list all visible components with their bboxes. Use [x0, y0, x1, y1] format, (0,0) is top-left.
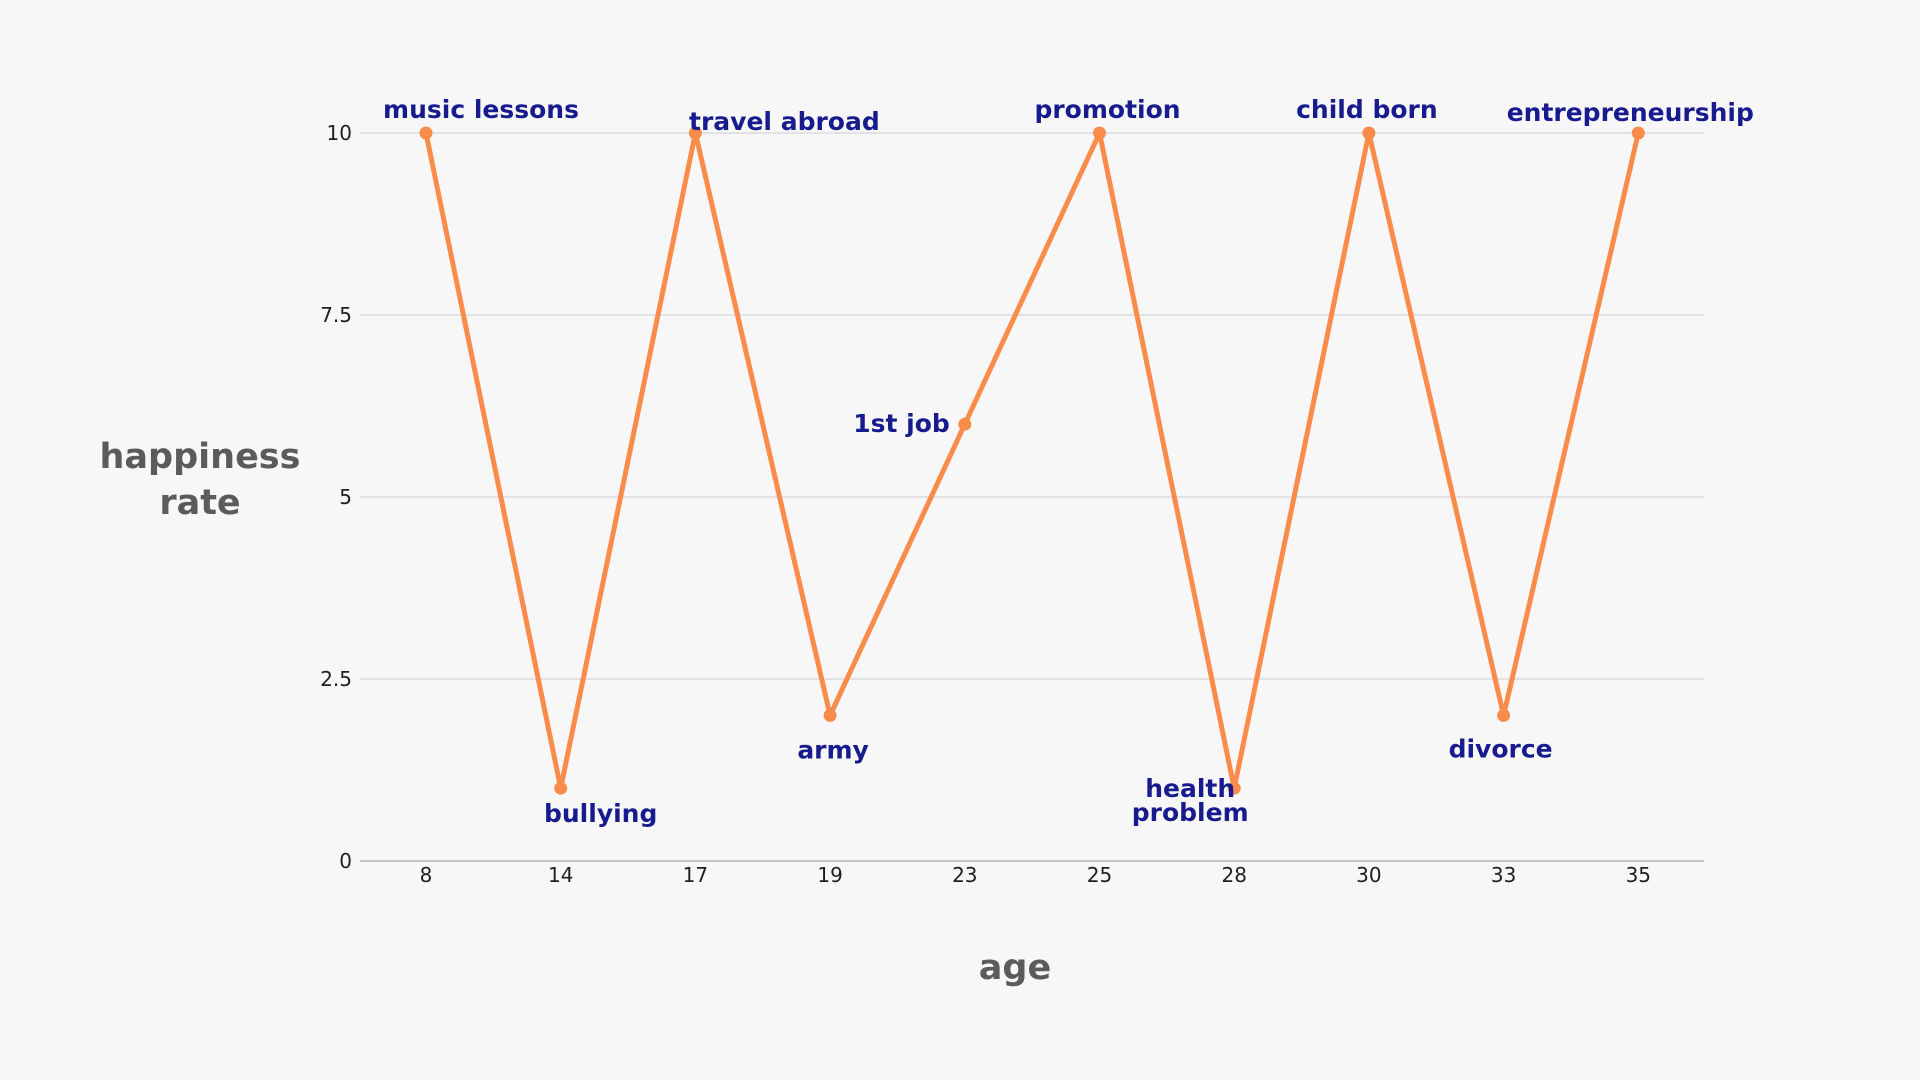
- data-line: [423, 130, 1641, 791]
- y-tick-label: 5: [339, 485, 352, 509]
- x-tick-label: 23: [952, 863, 977, 887]
- point-label: divorce: [1449, 734, 1553, 763]
- data-point[interactable]: [554, 781, 568, 795]
- y-tick-label: 0: [339, 849, 352, 873]
- y-tick-label: 7.5: [320, 303, 352, 327]
- point-label: entrepreneurship: [1507, 98, 1754, 127]
- data-point[interactable]: [1227, 781, 1241, 795]
- x-tick-label: 8: [420, 863, 433, 887]
- point-label: child born: [1296, 95, 1438, 124]
- x-tick-label: 35: [1626, 863, 1651, 887]
- point-label: army: [797, 735, 869, 764]
- x-tick-label: 25: [1087, 863, 1112, 887]
- point-label: health problem: [1132, 774, 1249, 827]
- point-label: 1st job: [853, 409, 950, 438]
- y-axis-title: happiness rate: [99, 437, 301, 523]
- y-tick-label: 2.5: [320, 667, 352, 691]
- y-tick-label: 10: [327, 121, 352, 145]
- x-tick-label: 28: [1221, 863, 1246, 887]
- x-tick-label: 30: [1356, 863, 1381, 887]
- x-axis-title: age: [978, 948, 1052, 988]
- data-point[interactable]: [1093, 126, 1106, 140]
- data-point[interactable]: [1497, 708, 1511, 722]
- point-label: bullying: [544, 799, 657, 828]
- point-label: music lessons: [383, 95, 579, 124]
- x-tick-label: 17: [683, 863, 708, 887]
- data-point[interactable]: [688, 126, 702, 140]
- x-tick-label: 33: [1491, 863, 1516, 887]
- data-point[interactable]: [823, 708, 837, 722]
- data-point[interactable]: [1362, 126, 1376, 140]
- data-point[interactable]: [958, 417, 972, 431]
- x-tick-label: 19: [817, 863, 842, 887]
- point-label: promotion: [1034, 95, 1180, 124]
- data-point[interactable]: [419, 126, 433, 140]
- x-tick-label: 14: [548, 863, 573, 887]
- data-point[interactable]: [1631, 126, 1645, 140]
- point-label: travel abroad: [689, 107, 880, 136]
